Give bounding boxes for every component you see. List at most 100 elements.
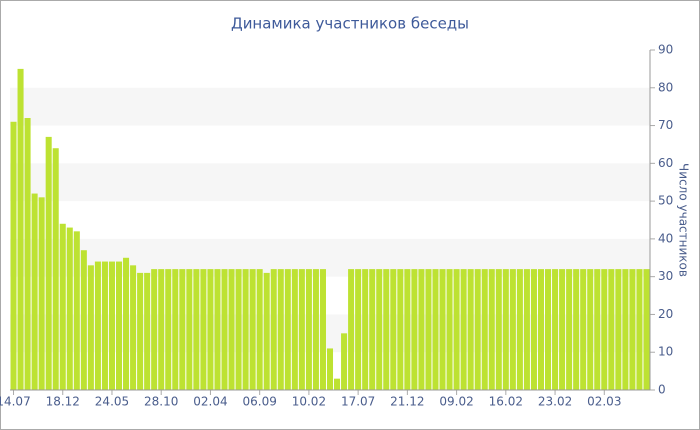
y-tick-label: 30 <box>658 269 673 283</box>
bar <box>214 269 221 390</box>
x-tick-label: 17.07 <box>341 395 375 409</box>
bar <box>573 269 580 390</box>
bar <box>523 269 530 390</box>
bar <box>530 269 537 390</box>
x-tick-label: 06.09 <box>242 395 276 409</box>
bar <box>488 269 495 390</box>
bar <box>242 269 249 390</box>
y-tick-label: 20 <box>658 307 673 321</box>
x-tick-label: 28.10 <box>144 395 178 409</box>
bar <box>411 269 418 390</box>
bar <box>509 269 516 390</box>
bar <box>460 269 467 390</box>
bar <box>594 269 601 390</box>
bar <box>277 269 284 390</box>
bar <box>235 269 242 390</box>
bar <box>537 269 545 390</box>
chart-title: Динамика участников беседы <box>231 15 469 33</box>
x-tick-label: 09.02 <box>439 395 473 409</box>
bar <box>425 269 432 390</box>
bar <box>73 231 80 390</box>
grid-band <box>10 87 650 126</box>
bar <box>312 269 319 390</box>
bar <box>552 269 559 390</box>
bar <box>221 269 228 390</box>
bar <box>137 272 144 390</box>
y-tick-label: 50 <box>658 194 673 208</box>
bar <box>580 269 587 390</box>
bar <box>397 269 404 390</box>
y-tick-label: 60 <box>658 156 673 170</box>
bar <box>59 223 66 390</box>
y-tick-label: 90 <box>658 43 673 57</box>
bar <box>193 269 200 390</box>
bar <box>467 269 474 390</box>
bar <box>348 269 355 390</box>
x-tick-label: 10.02 <box>292 395 326 409</box>
bar <box>80 250 87 390</box>
bar <box>38 197 45 390</box>
bar <box>390 269 397 390</box>
bar <box>45 136 52 390</box>
bar <box>453 269 460 390</box>
bar <box>355 269 362 390</box>
bar <box>256 269 263 390</box>
x-tick-label: 23.02 <box>538 395 572 409</box>
bar <box>446 269 453 390</box>
y-tick-label: 40 <box>658 231 673 245</box>
bar <box>172 269 179 390</box>
bar <box>495 269 502 390</box>
bar <box>404 269 411 390</box>
bar <box>341 333 348 390</box>
bar <box>305 269 312 390</box>
x-tick-label: 02.04 <box>193 395 227 409</box>
bar <box>200 269 207 390</box>
bar <box>376 269 383 390</box>
bar <box>101 261 108 390</box>
bar <box>481 269 488 390</box>
bar <box>52 148 59 390</box>
x-tick-label: 16.02 <box>489 395 523 409</box>
bar <box>559 269 566 390</box>
bar <box>66 227 73 390</box>
bar <box>418 269 425 390</box>
bar <box>622 269 629 390</box>
bar <box>270 269 277 390</box>
bar <box>123 257 130 390</box>
bar <box>334 378 341 390</box>
bar <box>144 272 151 390</box>
bar <box>383 269 390 390</box>
bar <box>130 265 137 390</box>
bar <box>10 121 17 391</box>
x-tick-label: 18.12 <box>46 395 80 409</box>
bar <box>629 269 636 390</box>
bar <box>326 348 334 390</box>
bar <box>158 269 165 390</box>
bar <box>545 269 552 390</box>
y-tick-label: 10 <box>658 345 673 359</box>
x-tick-label: 21.12 <box>390 395 424 409</box>
bar <box>362 269 369 390</box>
bar <box>284 269 291 390</box>
bar <box>17 68 24 390</box>
bar <box>566 269 573 390</box>
bar <box>298 269 305 390</box>
bar <box>31 193 38 390</box>
bar <box>439 269 446 390</box>
bar <box>636 269 643 390</box>
bar <box>228 269 235 390</box>
bar <box>291 269 298 390</box>
bar <box>432 269 439 390</box>
bar <box>608 269 615 390</box>
y-tick-label: 0 <box>658 383 666 397</box>
bar <box>474 269 481 390</box>
bar <box>186 269 193 390</box>
bar <box>263 272 270 390</box>
bar <box>87 265 94 390</box>
x-tick-label: 14.07 <box>0 395 31 409</box>
x-tick-label: 24.05 <box>95 395 129 409</box>
y-axis-label: Число участников <box>677 163 691 277</box>
grid-band <box>10 163 650 202</box>
x-tick-label: 02.03 <box>587 395 621 409</box>
